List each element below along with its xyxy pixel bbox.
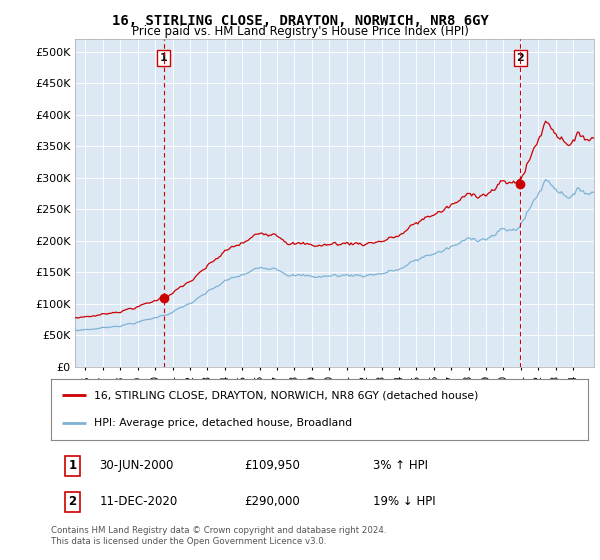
Text: 3% ↑ HPI: 3% ↑ HPI: [373, 459, 428, 472]
Text: Price paid vs. HM Land Registry's House Price Index (HPI): Price paid vs. HM Land Registry's House …: [131, 25, 469, 38]
Text: HPI: Average price, detached house, Broadland: HPI: Average price, detached house, Broa…: [94, 418, 352, 428]
Text: 30-JUN-2000: 30-JUN-2000: [100, 459, 174, 472]
Text: £290,000: £290,000: [244, 496, 300, 508]
Text: 19% ↓ HPI: 19% ↓ HPI: [373, 496, 436, 508]
Text: 11-DEC-2020: 11-DEC-2020: [100, 496, 178, 508]
Text: Contains HM Land Registry data © Crown copyright and database right 2024.
This d: Contains HM Land Registry data © Crown c…: [51, 526, 386, 546]
Text: 1: 1: [68, 459, 77, 472]
Text: 16, STIRLING CLOSE, DRAYTON, NORWICH, NR8 6GY (detached house): 16, STIRLING CLOSE, DRAYTON, NORWICH, NR…: [94, 390, 478, 400]
Text: 2: 2: [68, 496, 77, 508]
Text: 2: 2: [516, 53, 524, 63]
Text: 16, STIRLING CLOSE, DRAYTON, NORWICH, NR8 6GY: 16, STIRLING CLOSE, DRAYTON, NORWICH, NR…: [112, 14, 488, 28]
Text: 1: 1: [160, 53, 167, 63]
Text: £109,950: £109,950: [244, 459, 300, 472]
